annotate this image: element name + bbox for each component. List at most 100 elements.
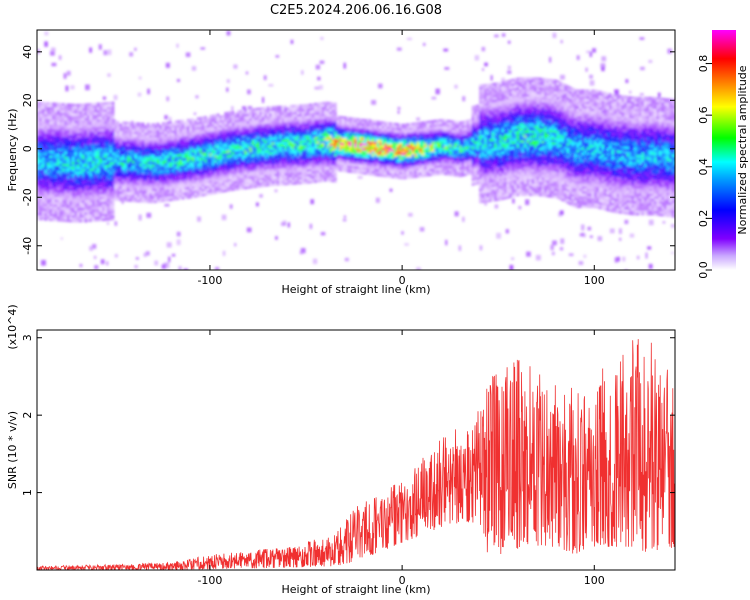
- spectrogram-cell: [159, 163, 162, 166]
- spectrogram-cell: [136, 166, 140, 169]
- spectrogram-cell: [37, 203, 40, 206]
- spectrogram-cell: [154, 144, 157, 148]
- spectrogram-cell: [81, 118, 85, 121]
- spectrogram-cell: [51, 180, 55, 183]
- spectrogram-cell: [121, 160, 125, 163]
- spectrogram-cell: [224, 182, 227, 185]
- spectrogram-cell: [269, 159, 272, 162]
- spectrogram-cell: [196, 139, 200, 142]
- spectrogram-speck: [371, 100, 377, 105]
- spectrogram-cell: [324, 162, 327, 165]
- spectrogram-cell: [91, 107, 95, 111]
- spectrogram-cell: [186, 179, 190, 182]
- spectrogram-cell: [69, 207, 72, 211]
- spectrogram-cell: [199, 177, 202, 180]
- spectrogram-cell: [111, 210, 115, 214]
- spectrogram-speck: [134, 265, 138, 269]
- spectrogram-cell: [276, 137, 280, 140]
- spectrogram-cell: [291, 121, 295, 125]
- spectrogram-cell: [201, 181, 205, 185]
- spectrogram-cell: [131, 175, 135, 178]
- spectrogram-cell: [144, 139, 147, 143]
- spectrogram-cell: [94, 168, 97, 171]
- spectrogram-cell: [306, 174, 310, 177]
- spectrogram-cell: [291, 146, 295, 149]
- spectrogram-cell: [271, 130, 275, 133]
- spectrogram-cell: [111, 205, 115, 209]
- spectrogram-cell: [319, 162, 322, 166]
- spectrogram-cell: [96, 141, 100, 144]
- spectrogram-cell: [126, 143, 130, 146]
- spectrogram-cell: [191, 118, 195, 121]
- spectrogram-cell: [229, 111, 232, 114]
- spectrogram-cell: [141, 164, 145, 167]
- spectrogram-cell: [329, 172, 332, 175]
- spectrogram-cell: [44, 109, 47, 112]
- spectrogram-cell: [46, 167, 50, 170]
- spectrogram-cell: [304, 123, 307, 126]
- spectrogram-cell: [189, 184, 192, 187]
- spectrogram-cell: [271, 164, 275, 167]
- spectrogram-cell: [181, 160, 185, 164]
- spectrogram-cell: [126, 153, 130, 156]
- spectrogram-cell: [194, 168, 197, 172]
- spectrogram-cell: [289, 170, 292, 173]
- spectrogram-cell: [49, 163, 52, 166]
- spectrogram-cell: [89, 190, 92, 193]
- spectrogram-cell: [139, 200, 142, 203]
- spectrogram-speck: [589, 235, 593, 238]
- spectrogram-cell: [69, 113, 72, 116]
- spectrogram-cell: [351, 139, 355, 142]
- spectrogram-cell: [104, 150, 107, 153]
- spectrogram-cell: [254, 112, 257, 116]
- spectrogram-cell: [49, 107, 52, 110]
- spectrogram-cell: [276, 125, 280, 128]
- spectrogram-cell: [224, 138, 227, 142]
- spectrogram-cell: [96, 170, 100, 173]
- spectrogram-cell: [229, 169, 232, 172]
- spectrogram-cell: [156, 127, 160, 130]
- spectrogram-cell: [309, 132, 312, 135]
- spectrogram-cell: [234, 188, 237, 191]
- spectrogram-cell: [231, 149, 235, 152]
- spectrogram-cell: [199, 138, 202, 141]
- spectrogram-cell: [136, 153, 140, 157]
- spectrogram-cell: [274, 166, 277, 169]
- spectrogram-cell: [249, 137, 252, 141]
- spectrogram-cell: [249, 128, 252, 131]
- spectrogram-cell: [104, 121, 107, 124]
- spectrogram-cell: [206, 117, 210, 121]
- spectrogram-cell: [79, 217, 82, 220]
- spectrogram-cell: [59, 153, 62, 157]
- spectrogram-speck: [639, 37, 645, 40]
- spectrogram-cell: [184, 180, 187, 183]
- spectrogram-cell: [91, 204, 95, 208]
- spectrogram-cell: [156, 132, 160, 135]
- spectrogram-cell: [46, 109, 50, 112]
- spectrogram-speck: [176, 231, 181, 237]
- spectrogram-cell: [71, 215, 75, 218]
- spectrogram-cell: [99, 146, 102, 149]
- spectrogram-cell: [61, 108, 65, 111]
- spectrogram-cell: [101, 102, 105, 105]
- spectrogram-cell: [116, 126, 120, 129]
- spectrogram-cell: [176, 144, 180, 147]
- spectrogram-cell: [166, 128, 170, 132]
- spectrogram-cell: [91, 212, 95, 215]
- spectrogram-cell: [204, 116, 207, 119]
- spectrogram-cell: [211, 143, 215, 146]
- spectrogram-cell: [186, 143, 190, 146]
- spectrogram-cell: [199, 189, 202, 192]
- spectrogram-cell: [339, 162, 342, 165]
- spectrogram-cell: [41, 116, 45, 119]
- spectrogram-cell: [156, 147, 160, 150]
- spectrogram-cell: [284, 134, 287, 137]
- spectrogram-cell: [39, 104, 42, 107]
- spectrogram-cell: [266, 108, 270, 112]
- spectrogram-cell: [266, 172, 270, 175]
- spectrogram-cell: [351, 168, 355, 171]
- spectrogram-cell: [131, 160, 135, 164]
- spectrogram-cell: [306, 179, 310, 182]
- spectrogram-cell: [294, 182, 297, 185]
